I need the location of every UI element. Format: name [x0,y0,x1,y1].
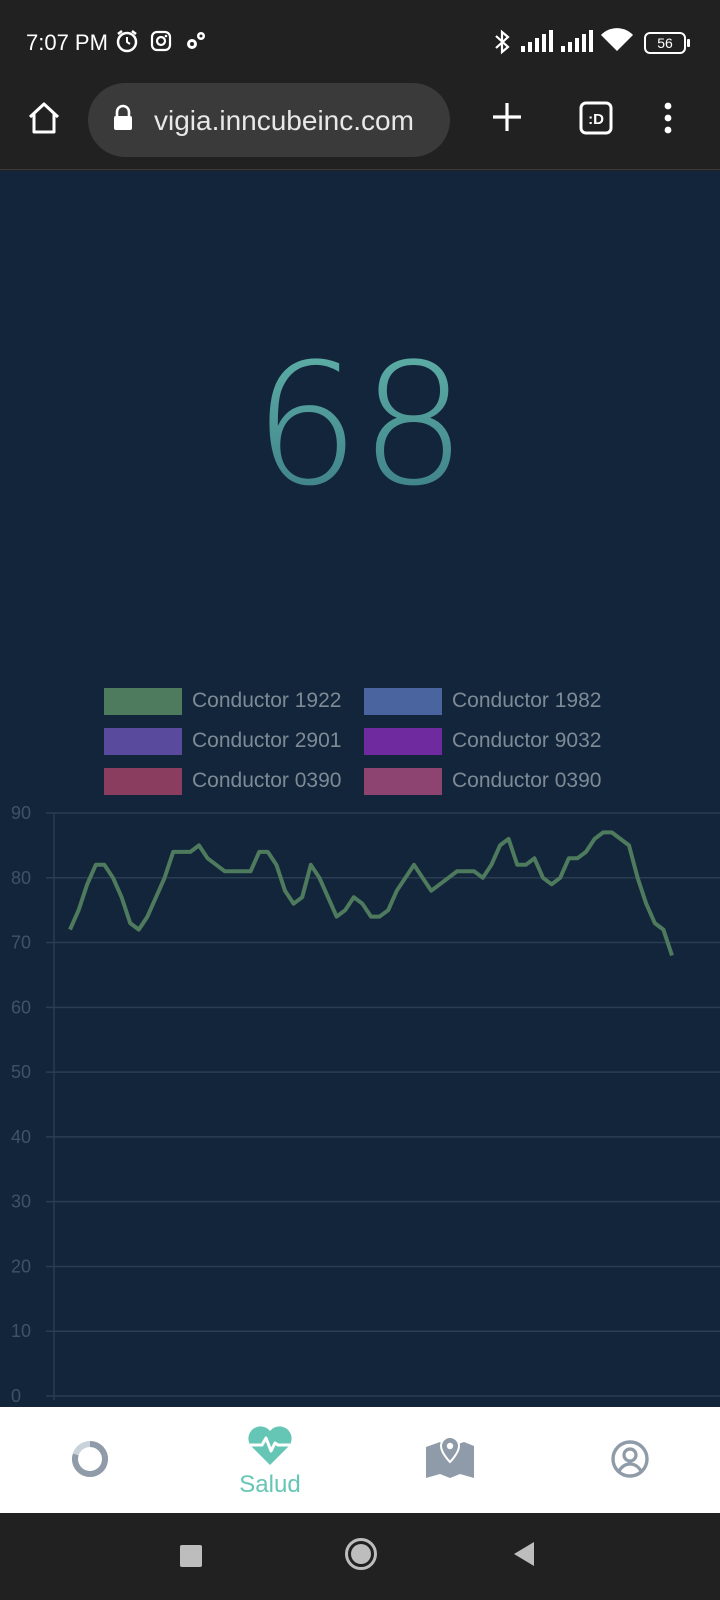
legend-label: Conductor 9032 [452,729,602,752]
tab-profile[interactable] [540,1407,720,1513]
bottom-tab-bar: Salud [0,1407,720,1513]
legend-swatch [364,768,442,795]
legend-swatch [364,688,442,715]
current-heart-rate: 68 [0,341,720,509]
wifi-icon [600,28,634,59]
battery-icon: 56 [644,32,690,54]
instagram-icon [150,28,172,59]
back-icon[interactable] [514,1542,536,1571]
bluetooth-icon [492,28,512,61]
y-tick-label: 70 [11,933,31,953]
status-time: 7:07 PM [26,30,108,55]
legend-label: Conductor 0390 [192,769,342,792]
lock-icon [112,104,134,137]
legend-label: Conductor 1922 [192,689,342,712]
recents-icon[interactable] [180,1545,202,1572]
y-tick-label: 10 [11,1321,31,1341]
y-tick-label: 50 [11,1062,31,1082]
y-tick-label: 40 [11,1127,31,1147]
y-tick-label: 0 [11,1386,21,1406]
tab-salud[interactable]: Salud [180,1407,360,1513]
new-tab-icon[interactable] [490,100,524,139]
tab-salud-label: Salud [239,1471,301,1498]
legend-swatch [104,768,182,795]
status-bar: 7:07 PM 56 [0,0,720,82]
legend-label: Conductor 0390 [452,769,602,792]
y-tick-label: 30 [11,1192,31,1212]
url-text: vigia.inncubeinc.com [154,105,414,136]
heart-rate-chart: 90 80 70 60 50 40 30 20 10 0 [11,803,720,1406]
signal-icon [520,28,554,59]
system-nav-bar [0,1513,720,1600]
home-circle-icon[interactable] [344,1537,378,1576]
more-vert-icon[interactable] [658,100,678,141]
legend-label: Conductor 2901 [192,729,342,752]
health-dashboard: 68 Conductor 1922 Conductor 1982 Conductor… [0,171,720,1407]
settings-icon [184,28,208,59]
map-icon [424,1433,476,1486]
legend-swatch [104,728,182,755]
tab-switcher-label: :D [588,111,604,128]
legend-label: Conductor 1982 [452,689,602,712]
series-line [68,830,674,957]
user-circle-icon [610,1439,650,1484]
donut-chart-icon [70,1439,110,1484]
y-tick-label: 60 [11,997,31,1017]
browser-toolbar: vigia.inncubeinc.com :D [0,82,720,170]
tab-switcher-icon[interactable]: :D [578,100,614,141]
heart-pulse-icon [246,1423,294,1472]
tab-dashboard[interactable] [0,1407,180,1513]
y-tick-label: 90 [11,803,31,823]
battery-level: 56 [657,35,673,51]
legend-swatch [104,688,182,715]
tab-map[interactable] [360,1407,540,1513]
alarm-icon [114,28,140,59]
legend-swatch [364,728,442,755]
home-icon[interactable] [26,100,62,141]
address-bar[interactable]: vigia.inncubeinc.com [88,83,450,157]
signal-icon [560,28,594,59]
y-tick-label: 20 [11,1256,31,1276]
y-tick-label: 80 [11,868,31,888]
